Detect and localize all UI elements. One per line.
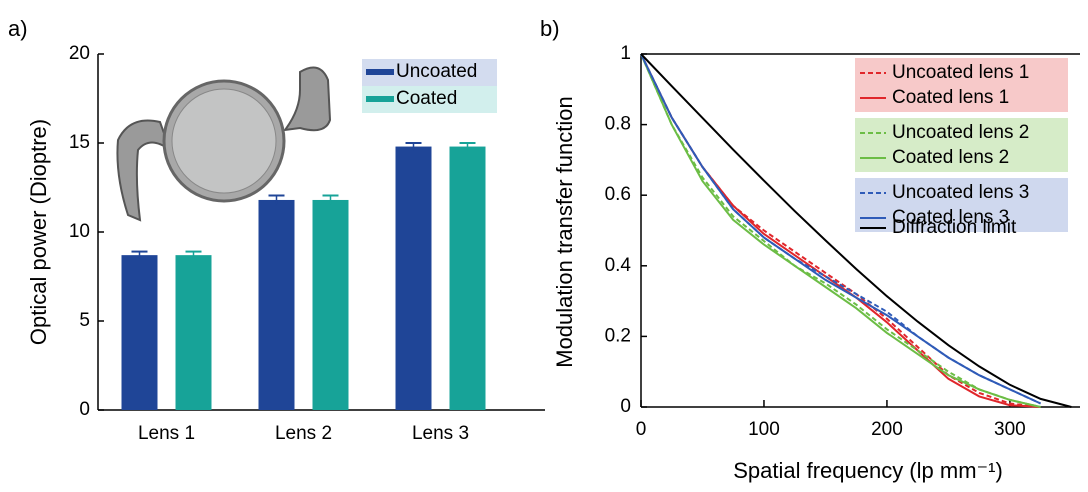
bar bbox=[312, 199, 349, 410]
y-tick-label: 0.8 bbox=[605, 114, 631, 135]
legend-label: Coated lens 1 bbox=[892, 87, 1009, 108]
legend-label: Uncoated bbox=[396, 61, 477, 82]
bar bbox=[449, 146, 486, 410]
y-axis-label: Optical power (Dioptre) bbox=[26, 119, 51, 345]
panel-label: b) bbox=[540, 16, 560, 41]
x-tick-label: Lens 3 bbox=[412, 423, 469, 444]
x-axis-label: Spatial frequency (lp mm⁻¹) bbox=[733, 458, 1003, 483]
y-tick-label: 5 bbox=[79, 310, 90, 331]
y-tick-label: 20 bbox=[69, 43, 90, 64]
y-tick-label: 1 bbox=[620, 43, 631, 64]
legend-background bbox=[855, 58, 1068, 112]
y-tick-label: 0.6 bbox=[605, 184, 631, 205]
legend-label: Uncoated lens 2 bbox=[892, 122, 1029, 143]
legend-label: Coated lens 2 bbox=[892, 147, 1009, 168]
bar bbox=[395, 146, 432, 410]
panel-label: a) bbox=[8, 16, 28, 41]
y-tick-label: 10 bbox=[69, 221, 90, 242]
y-tick-label: 0 bbox=[79, 399, 90, 420]
legend-label: Coated lens 3 bbox=[892, 207, 1009, 228]
x-tick-label: 0 bbox=[636, 419, 647, 440]
x-tick-label: 300 bbox=[994, 419, 1026, 440]
legend-label: Uncoated lens 3 bbox=[892, 182, 1029, 203]
y-tick-label: 0.2 bbox=[605, 325, 631, 346]
x-tick-label: 100 bbox=[748, 419, 780, 440]
line-series bbox=[640, 53, 1042, 405]
legend-label: Coated bbox=[396, 88, 457, 109]
legend-label: Uncoated lens 1 bbox=[892, 62, 1029, 83]
bar bbox=[121, 255, 158, 410]
x-tick-label: 200 bbox=[871, 419, 903, 440]
line-series bbox=[640, 53, 1072, 408]
y-tick-label: 15 bbox=[69, 132, 90, 153]
x-tick-label: Lens 2 bbox=[275, 423, 332, 444]
legend-background bbox=[855, 118, 1068, 172]
legend-label: Diffraction limit bbox=[892, 217, 1017, 238]
y-tick-label: 0 bbox=[620, 396, 631, 417]
line-series bbox=[640, 53, 1041, 408]
legend-background bbox=[855, 178, 1068, 232]
bar bbox=[175, 255, 212, 410]
x-tick-label: Lens 1 bbox=[138, 423, 195, 444]
y-tick-label: 0.4 bbox=[605, 255, 632, 276]
y-axis-label: Modulation transfer function bbox=[552, 96, 577, 368]
bar bbox=[258, 199, 295, 410]
lens-inset bbox=[116, 66, 332, 222]
